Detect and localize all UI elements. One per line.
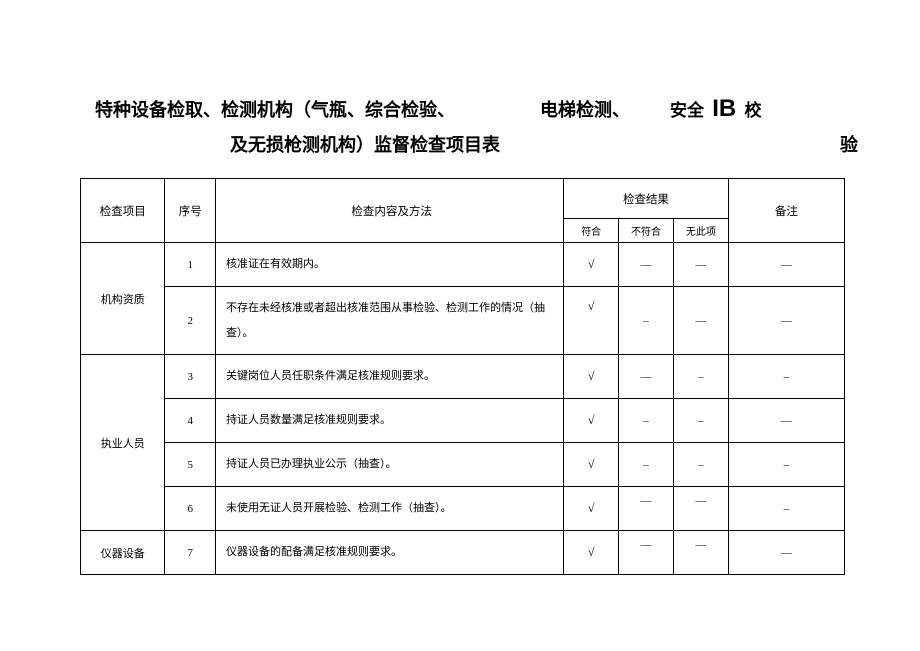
na-cell: — [673, 531, 728, 575]
pass-cell: √ [564, 531, 619, 575]
fail-cell: — [619, 243, 674, 287]
header-na: 无此项 [673, 219, 728, 243]
table-row: 仪器设备 7 仪器设备的配备满足核准规则要求。 √ — — — [81, 531, 845, 575]
title-prefix: 安全 [670, 101, 704, 120]
header-content: 检查内容及方法 [216, 179, 564, 243]
category-cell: 机构资质 [81, 243, 165, 355]
seq-cell: 4 [165, 399, 216, 443]
na-cell: — [673, 487, 728, 531]
na-cell: – [673, 399, 728, 443]
table-row: 4 持证人员数量满足核准规则要求。 √ – – — [81, 399, 845, 443]
pass-cell: √ [564, 487, 619, 531]
table-row: 2 不存在未经核准或者超出核准范围从事检验、检测工作的情况（抽查）。 √ – —… [81, 287, 845, 355]
remark-cell: – [728, 355, 844, 399]
remark-cell: – [728, 487, 844, 531]
title-text-6: 验 [840, 131, 858, 157]
header-result: 检查结果 [564, 179, 729, 219]
content-cell: 不存在未经核准或者超出核准范围从事检验、检测工作的情况（抽查）。 [216, 287, 564, 355]
pass-cell: √ [564, 243, 619, 287]
pass-cell: √ [564, 287, 619, 355]
title-suffix: 校 [745, 101, 762, 120]
table-row: 执业人员 3 关键岗位人员任职条件满足核准规则要求。 √ — – – [81, 355, 845, 399]
content-cell: 关键岗位人员任职条件满足核准规则要求。 [216, 355, 564, 399]
title-text-5: 及无损枪测机构）监督检查项目表 [230, 131, 500, 157]
table-row: 机构资质 1 核准证在有效期内。 √ — — — [81, 243, 845, 287]
seq-cell: 7 [165, 531, 216, 575]
seq-cell: 1 [165, 243, 216, 287]
content-cell: 未使用无证人员开展检验、检测工作（抽查）。 [216, 487, 564, 531]
category-cell: 仪器设备 [81, 531, 165, 575]
document-title: 特种设备检取、检测机构（气瓶、综合检验、 电梯检测、 安全 IB 校 及无损枪测… [80, 95, 880, 157]
content-cell: 持证人员已办理执业公示（抽查）。 [216, 443, 564, 487]
pass-cell: √ [564, 399, 619, 443]
pass-cell: √ [564, 355, 619, 399]
header-category: 检查项目 [81, 179, 165, 243]
fail-cell: – [619, 287, 674, 355]
remark-cell: — [728, 243, 844, 287]
na-cell: – [673, 355, 728, 399]
fail-cell: — [619, 487, 674, 531]
seq-cell: 3 [165, 355, 216, 399]
content-cell: 仪器设备的配备满足核准规则要求。 [216, 531, 564, 575]
fail-cell: — [619, 531, 674, 575]
na-cell: — [673, 243, 728, 287]
header-seq: 序号 [165, 179, 216, 243]
remark-cell: — [728, 287, 844, 355]
remark-cell: — [728, 531, 844, 575]
table-header-row: 检查项目 序号 检查内容及方法 检查结果 备注 [81, 179, 845, 219]
title-line-1: 特种设备检取、检测机构（气瓶、综合检验、 电梯检测、 安全 IB 校 [80, 95, 880, 123]
header-remark: 备注 [728, 179, 844, 243]
na-cell: – [673, 443, 728, 487]
fail-cell: – [619, 399, 674, 443]
title-text-3: 安全 IB 校 [670, 95, 762, 123]
header-pass: 符合 [564, 219, 619, 243]
title-text-2: 电梯检测、 [540, 96, 630, 122]
inspection-table: 检查项目 序号 检查内容及方法 检查结果 备注 符合 不符合 无此项 机构资质 … [80, 178, 845, 575]
remark-cell: – [728, 443, 844, 487]
title-ib: IB [712, 95, 736, 122]
header-fail: 不符合 [619, 219, 674, 243]
fail-cell: — [619, 355, 674, 399]
remark-cell: — [728, 399, 844, 443]
category-cell: 执业人员 [81, 355, 165, 531]
fail-cell: – [619, 443, 674, 487]
content-cell: 核准证在有效期内。 [216, 243, 564, 287]
title-line-2: 及无损枪测机构）监督检查项目表 验 [80, 131, 880, 157]
pass-cell: √ [564, 443, 619, 487]
table-row: 5 持证人员已办理执业公示（抽查）。 √ – – – [81, 443, 845, 487]
title-text-1: 特种设备检取、检测机构（气瓶、综合检验、 [95, 96, 455, 122]
seq-cell: 5 [165, 443, 216, 487]
seq-cell: 6 [165, 487, 216, 531]
seq-cell: 2 [165, 287, 216, 355]
content-cell: 持证人员数量满足核准规则要求。 [216, 399, 564, 443]
inspection-table-container: 检查项目 序号 检查内容及方法 检查结果 备注 符合 不符合 无此项 机构资质 … [80, 178, 845, 575]
table-row: 6 未使用无证人员开展检验、检测工作（抽查）。 √ — — – [81, 487, 845, 531]
na-cell: — [673, 287, 728, 355]
